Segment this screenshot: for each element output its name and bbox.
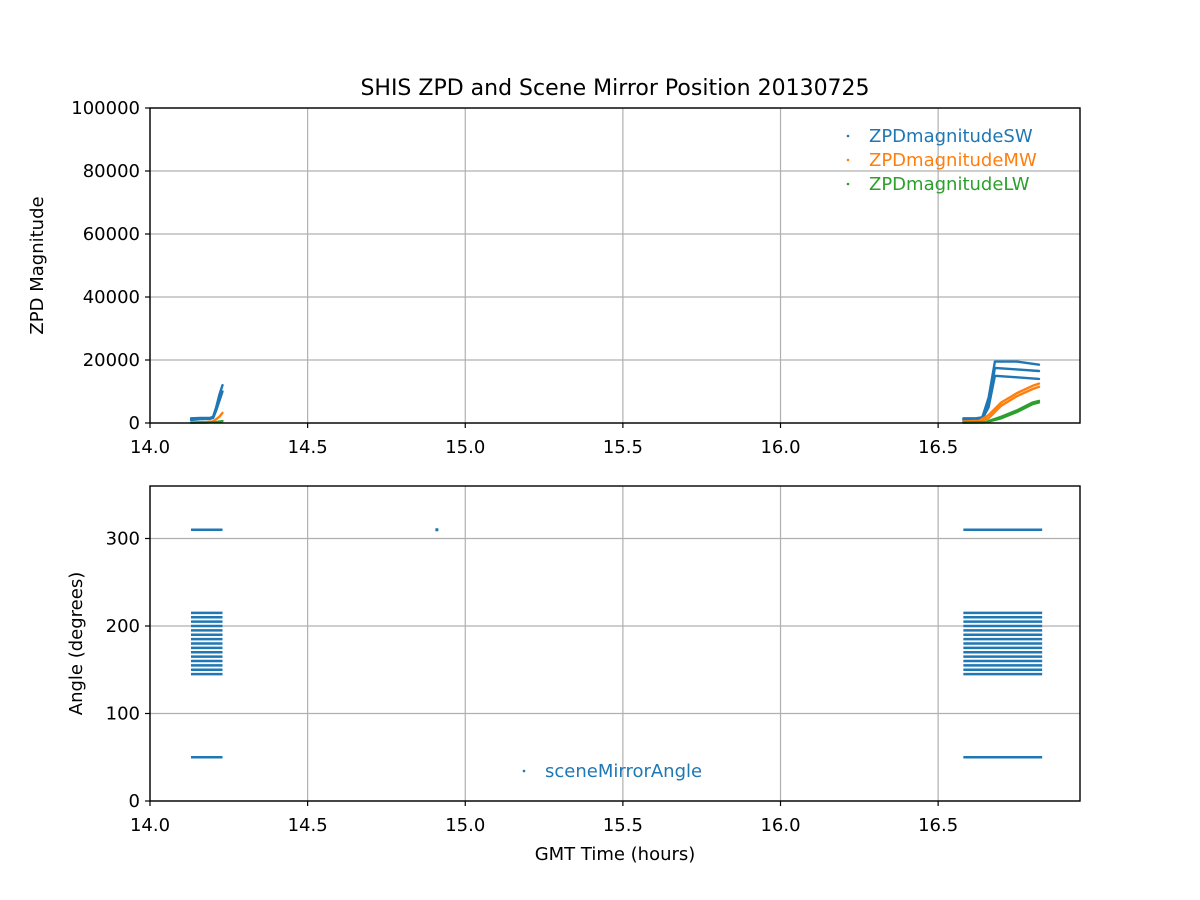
zpd-y-axis-label: ZPD Magnitude [27,196,48,334]
x-tick-label: 16.5 [918,815,958,836]
y-tick-label: 100000 [71,98,140,119]
legend-marker [846,182,850,186]
zpd-magnitude-panel: 14.0 14.5 15.0 15.5 16.0 16.5 0 20000 40000 60000… [27,98,1081,458]
y-tick-label: 40000 [83,287,140,308]
y-tick-label: 80000 [83,161,140,182]
angle-grid [149,486,1080,802]
series-ZPDmagnitudeMW [189,382,1041,424]
angle-plot-area [190,528,1043,759]
legend-marker [846,134,850,138]
legend-label: sceneMirrorAngle [545,761,702,782]
data-trace [962,382,1041,423]
x-tick-label: 14.0 [130,437,170,458]
x-tick-label: 16.0 [760,437,800,458]
y-tick-label: 20000 [83,350,140,371]
legend-label: ZPDmagnitudeLW [869,174,1030,195]
angle-ticks: 14.0 14.5 15.0 15.5 16.0 16.5 0 100 200 300 [106,529,959,837]
x-tick-label: 15.0 [445,437,485,458]
x-tick-label: 16.5 [918,437,958,458]
x-tick-label: 14.0 [130,815,170,836]
zpd-legend: ZPDmagnitudeSW ZPDmagnitudeMW ZPDmagnitude… [846,126,1037,195]
data-trace [962,374,1041,422]
legend-label: ZPDmagnitudeMW [869,150,1037,171]
x-tick-label: 14.5 [288,815,328,836]
series-ZPDmagnitudeLW [189,399,1041,424]
legend-label: ZPDmagnitudeSW [869,126,1033,147]
zpd-axes-frame [149,107,1081,424]
y-tick-label: 0 [129,413,140,434]
legend-marker [846,158,850,162]
zpd-ticks: 14.0 14.5 15.0 15.5 16.0 16.5 0 20000 40000 60000… [71,98,958,458]
legend-marker [522,769,526,773]
y-tick-label: 100 [106,704,140,725]
x-tick-label: 15.5 [603,815,643,836]
x-tick-label: 14.5 [288,437,328,458]
data-trace [189,384,224,420]
x-tick-label: 16.0 [760,815,800,836]
x-axis-label: GMT Time (hours) [535,844,696,865]
series-sceneMirrorAngle [190,528,1043,759]
angle-legend: sceneMirrorAngle [522,761,702,782]
angle-axes-frame [149,485,1081,802]
data-trace [962,399,1041,424]
series-ZPDmagnitudeSW [189,360,1041,422]
zpd-plot-area [189,360,1041,424]
chart-title: SHIS ZPD and Scene Mirror Position 20130… [360,76,869,101]
x-tick-label: 15.5 [603,437,643,458]
x-tick-label: 15.0 [445,815,485,836]
y-tick-label: 60000 [83,224,140,245]
data-trace [189,390,224,422]
y-tick-label: 0 [129,791,140,812]
y-tick-label: 300 [106,529,140,550]
angle-point [435,528,439,532]
scene-mirror-panel: 14.0 14.5 15.0 15.5 16.0 16.5 0 100 200 300 Angle… [66,485,1081,865]
y-tick-label: 200 [106,616,140,637]
angle-y-axis-label: Angle (degrees) [66,572,87,715]
